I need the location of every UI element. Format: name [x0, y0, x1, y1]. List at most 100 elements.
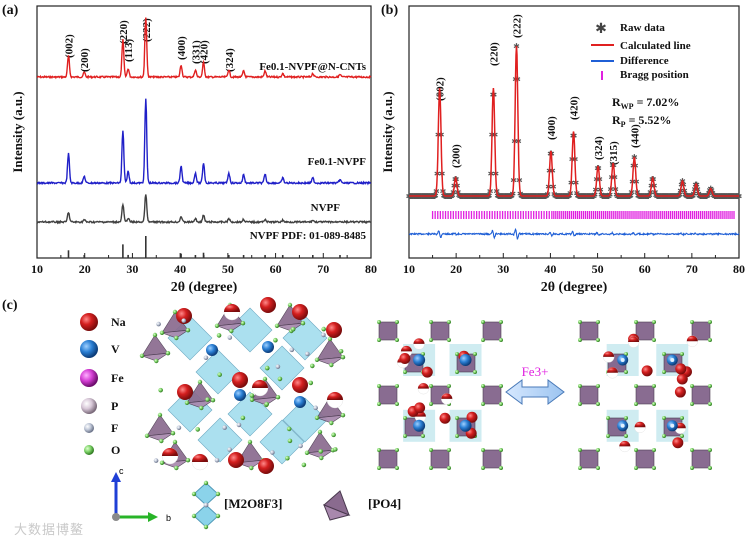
rwp-label: RWP = 7.02% — [612, 95, 679, 111]
oxygen-atom — [578, 402, 582, 406]
fe-site — [620, 423, 625, 428]
oxygen-atom — [499, 448, 503, 452]
difference-line — [408, 227, 740, 240]
oxygen-atom — [662, 434, 666, 438]
oxygen-atom — [662, 416, 666, 420]
panel-a-series-0-line — [36, 17, 372, 80]
panel-a-ylabel: Intensity (a.u.) — [10, 91, 25, 172]
oxygen-atom — [314, 357, 320, 362]
oxygen-atom — [377, 466, 381, 470]
na-atom-half — [162, 448, 178, 456]
oxygen-atom — [481, 338, 485, 342]
po4-projection — [430, 449, 450, 469]
legend-atom-v-icon — [80, 340, 98, 358]
legend-raw-marker: ✱ — [595, 22, 607, 37]
po4-projection — [430, 321, 450, 341]
oxygen-atom — [578, 466, 582, 470]
oxygen-atom — [652, 448, 656, 452]
axis-triad: c b — [111, 466, 171, 523]
v-atom — [206, 344, 218, 356]
axis-b-label: b — [166, 513, 171, 523]
na-atom — [176, 308, 192, 324]
panel-a-xtick-label: 10 — [31, 262, 43, 276]
oxygen-atom — [174, 465, 179, 471]
small-atom — [203, 355, 209, 361]
small-atom — [332, 447, 338, 452]
oxygen-atom — [606, 416, 610, 420]
oxygen-atom — [708, 320, 712, 324]
tet-legend-label: [PO4] — [368, 496, 401, 511]
legend-atom-label: Fe — [111, 371, 124, 385]
na-atom — [675, 363, 687, 375]
oxygen-atom — [377, 448, 381, 452]
rwp-value: 7.02% — [646, 95, 679, 109]
na-atom-half — [413, 338, 425, 344]
panel-b-ylabel: Intensity (a.u.) — [380, 91, 395, 172]
po4-tetrahedron-face — [316, 356, 344, 366]
panel-b-xtick-label: 50 — [592, 262, 604, 276]
panel-a-xtick-label: 60 — [270, 262, 282, 276]
oxygen-atom — [690, 466, 694, 470]
v-atom — [294, 396, 306, 408]
v-atom — [262, 341, 274, 353]
na-atom-half — [619, 440, 631, 447]
panel-a-series-2-line — [36, 194, 372, 225]
panel-b-legend: ✱ Raw data Calculated line Difference Br… — [591, 22, 691, 129]
oxygen-atom — [634, 320, 638, 324]
oxygen-atom — [395, 448, 399, 452]
panel-a-peak-label: (002) — [63, 34, 75, 58]
na-atom — [260, 297, 276, 313]
oxygen-atom — [275, 395, 281, 400]
oxygen-atom — [652, 384, 656, 388]
series-label-fe-nvpf-cnt: Fe0.1-NVPF@N-CNTs — [259, 61, 366, 73]
oxygen-atom — [327, 336, 333, 342]
oxygen-atom — [139, 353, 145, 358]
oxygen-atom — [596, 384, 600, 388]
small-atom — [286, 426, 292, 432]
oxygen-atom — [690, 448, 694, 452]
oxygen-atom — [481, 320, 485, 324]
oxygen-atom — [447, 384, 451, 388]
po4-tetrahedron-face — [216, 322, 244, 332]
oxygen-atom — [199, 405, 204, 411]
v-atom — [459, 419, 472, 432]
small-atom — [275, 364, 281, 369]
na-atom-half — [400, 345, 412, 352]
oxygen-atom — [447, 338, 451, 342]
po4-tetrahedron-face — [316, 414, 344, 424]
oxygen-atom — [152, 332, 158, 338]
calculated-line — [409, 45, 739, 197]
oxygen-atom — [274, 323, 280, 328]
panel-a-xlabel: 2θ (degree) — [171, 280, 238, 295]
small-atom — [287, 438, 293, 444]
small-atom — [195, 427, 201, 432]
oxygen-atom — [606, 434, 610, 438]
oxygen-atom — [165, 351, 171, 356]
crystal-perspective-view — [139, 297, 346, 474]
oxygen-atom — [708, 402, 712, 406]
fe-site — [620, 358, 625, 362]
panel-a-xtick-label: 40 — [174, 262, 186, 276]
oxygen-atom — [680, 352, 684, 356]
oxygen-atom — [596, 466, 600, 470]
oxygen-atom — [447, 448, 451, 452]
oxygen-atom — [481, 402, 485, 406]
po4-projection — [482, 321, 502, 341]
panel-b-peak-label: (200) — [451, 144, 463, 168]
oxygen-atom — [596, 448, 600, 452]
panel-a-xtick-label: 30 — [126, 262, 138, 276]
panel-a-peak-label: (324) — [224, 48, 236, 72]
panel-a-label: (a) — [2, 3, 19, 18]
small-atom — [181, 318, 187, 323]
small-atom — [273, 337, 278, 343]
po4-tetrahedron-face — [276, 322, 304, 332]
oxygen-atom — [481, 466, 485, 470]
panel-b-xtick-label: 20 — [450, 262, 462, 276]
oxygen-atom — [317, 429, 323, 435]
panel-a-xtick-label: 50 — [222, 262, 234, 276]
small-atom — [313, 405, 318, 411]
oxygen-atom — [708, 466, 712, 470]
na-atom — [672, 437, 684, 449]
watermark: 大数据博鳌 — [14, 523, 85, 538]
panel-b-peak-label: (420) — [569, 96, 581, 120]
